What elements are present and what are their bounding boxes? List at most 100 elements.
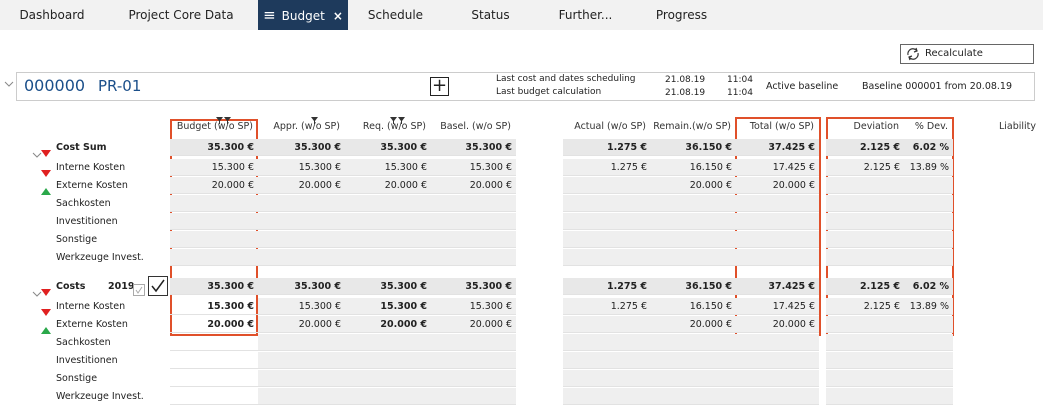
- column-header[interactable]: Total (w/o SP): [749, 121, 814, 132]
- value-cell: [904, 249, 953, 266]
- total-cell: 37.425 €: [736, 278, 819, 295]
- value-cell: 20.000 €: [431, 177, 516, 194]
- value-cell: [826, 213, 904, 230]
- value-cell: [651, 352, 736, 369]
- recalculate-button[interactable]: Recalculate: [900, 44, 1034, 64]
- value-cell: [563, 249, 651, 266]
- value-cell: 16.150 €: [651, 298, 736, 315]
- value-cell: [563, 388, 651, 405]
- row-label: Sonstige: [56, 234, 98, 245]
- tab[interactable]: Status: [471, 8, 510, 22]
- project-header: [16, 72, 1035, 101]
- schedule-date: 21.08.19: [665, 75, 706, 85]
- tab[interactable]: Progress: [655, 8, 708, 22]
- value-cell: [826, 249, 904, 266]
- total-cell: 35.300 €: [170, 278, 258, 295]
- trend-icon: [40, 181, 52, 195]
- column-header[interactable]: Req. (w/o SP): [362, 121, 426, 132]
- value-cell: [651, 249, 736, 266]
- filter-icon[interactable]: [302, 110, 320, 124]
- value-cell: [651, 231, 736, 248]
- row-label: Sonstige: [56, 373, 98, 384]
- value-cell: [345, 334, 431, 351]
- total-cell: 35.300 €: [431, 139, 516, 156]
- value-cell: [170, 334, 258, 351]
- confirm-button[interactable]: [148, 276, 168, 296]
- value-cell: 15.300 €: [431, 159, 516, 176]
- value-cell: [904, 370, 953, 387]
- value-cell: 20.000 €: [431, 316, 516, 333]
- collapse-toggle[interactable]: [32, 144, 42, 158]
- total-cell: 6.02 %: [904, 139, 953, 156]
- column-header[interactable]: Remain.(w/o SP): [653, 121, 731, 132]
- value-cell: 2.125 €: [826, 298, 904, 315]
- value-cell: [826, 177, 904, 194]
- value-cell: [345, 249, 431, 266]
- collapse-toggle[interactable]: [32, 283, 42, 297]
- schedule-time: 11:04: [727, 75, 753, 85]
- column-header[interactable]: Budget (w/o SP): [176, 121, 253, 132]
- value-cell: [736, 231, 819, 248]
- column-header[interactable]: Appr. (w/o SP): [273, 121, 340, 132]
- value-cell: 20.000 €: [651, 316, 736, 333]
- value-cell: [258, 352, 345, 369]
- filter-icon[interactable]: [389, 110, 407, 124]
- value-cell: [258, 231, 345, 248]
- schedule-label: Last cost and dates scheduling: [496, 74, 636, 84]
- tab[interactable]: Project Core Data: [128, 8, 234, 22]
- value-cell: [651, 370, 736, 387]
- tab[interactable]: Further...: [558, 8, 613, 22]
- column-header[interactable]: Basel. (w/o SP): [440, 121, 511, 132]
- tab[interactable]: ≡ Budget ×: [258, 0, 348, 30]
- value-cell: [563, 334, 651, 351]
- column-header[interactable]: Liability: [998, 121, 1036, 132]
- value-cell: 20.000 €: [170, 316, 258, 333]
- value-cell: [431, 249, 516, 266]
- add-button[interactable]: +: [430, 75, 449, 96]
- row-label: Externe Kosten: [56, 319, 128, 330]
- section-title: Cost Sum: [56, 142, 107, 153]
- value-cell: [431, 231, 516, 248]
- value-cell: 15.300 €: [345, 298, 431, 315]
- row-label: Werkzeuge Invest.: [56, 391, 144, 402]
- value-cell: [826, 195, 904, 212]
- section-year: 2019: [108, 281, 135, 292]
- checkbox[interactable]: [133, 281, 145, 296]
- value-cell: [826, 316, 904, 333]
- value-cell: [258, 213, 345, 230]
- value-cell: [170, 370, 258, 387]
- tab[interactable]: Schedule: [367, 8, 424, 22]
- value-cell: 1.275 €: [563, 298, 651, 315]
- total-cell: 35.300 €: [170, 139, 258, 156]
- value-cell: [904, 334, 953, 351]
- value-cell: 20.000 €: [345, 177, 431, 194]
- value-cell: [904, 352, 953, 369]
- tab-label: Budget: [281, 9, 325, 23]
- collapse-toggle[interactable]: [4, 80, 14, 88]
- value-cell: [563, 213, 651, 230]
- value-cell: 15.300 €: [345, 159, 431, 176]
- schedule-time: 11:04: [727, 88, 753, 98]
- column-header[interactable]: Deviation: [853, 121, 899, 132]
- value-cell: 20.000 €: [345, 316, 431, 333]
- value-cell: [904, 213, 953, 230]
- row-label: Investitionen: [56, 216, 118, 227]
- row-label: Externe Kosten: [56, 180, 128, 191]
- column-header[interactable]: Actual (w/o SP): [574, 121, 646, 132]
- tab-bar: [0, 0, 1043, 30]
- value-cell: [563, 370, 651, 387]
- value-cell: 15.300 €: [258, 298, 345, 315]
- value-cell: [563, 231, 651, 248]
- value-cell: [736, 352, 819, 369]
- value-cell: [431, 334, 516, 351]
- value-cell: [826, 388, 904, 405]
- filter-icon[interactable]: [215, 110, 233, 124]
- value-cell: [431, 370, 516, 387]
- value-cell: [170, 195, 258, 212]
- trend-icon: [40, 302, 52, 316]
- total-cell: 2.125 €: [826, 278, 904, 295]
- column-header[interactable]: % Dev.: [914, 121, 948, 132]
- tab[interactable]: Dashboard: [19, 8, 85, 22]
- total-cell: 2.125 €: [826, 139, 904, 156]
- total-cell: 36.150 €: [651, 139, 736, 156]
